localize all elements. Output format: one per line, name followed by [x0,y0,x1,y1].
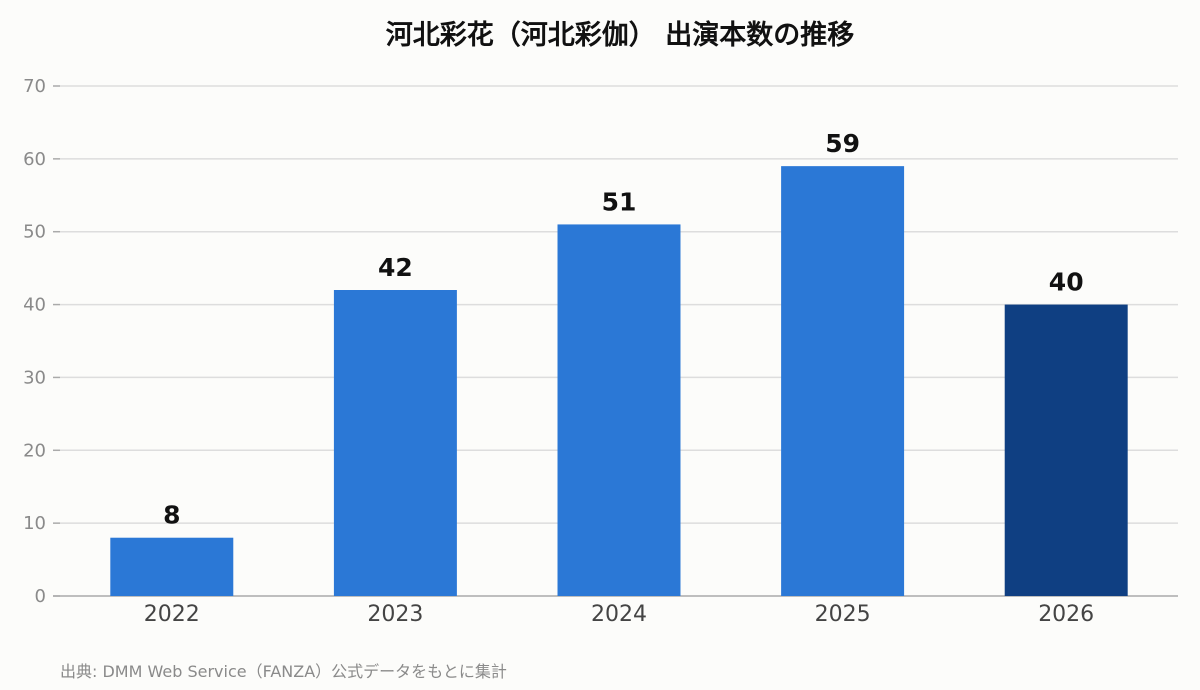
bar-2022 [110,537,234,596]
bar-2025 [781,166,905,596]
x-tick-label-2024: 2024 [591,602,647,627]
source-note: 出典: DMM Web Service（FANZA）公式データをもとに集計 [60,662,507,681]
y-tick-label: 30 [23,367,46,388]
data-labels: 8 42 51 59 40 [163,129,1084,530]
y-tick-label: 40 [23,295,46,316]
x-axis: 2022 2023 2024 2025 2026 [144,602,1094,627]
x-tick-label-2022: 2022 [144,602,200,627]
data-label-2022: 8 [163,501,180,530]
y-tick-label: 50 [23,222,46,243]
bar-2023 [333,290,457,596]
y-tick-label: 20 [23,440,46,461]
data-label-2024: 51 [602,187,637,216]
x-tick-label-2026: 2026 [1038,602,1094,627]
x-tick-label-2023: 2023 [367,602,423,627]
y-tick-label: 0 [35,586,46,607]
data-label-2025: 59 [825,129,860,158]
y-tick-label: 10 [23,513,46,534]
bars [110,166,1128,596]
bar-2026 [1004,304,1128,596]
data-label-2023: 42 [378,253,413,282]
y-tick-label: 70 [23,76,46,97]
bar-2024 [557,224,681,596]
chart-title: 河北彩花（河北彩伽） 出演本数の推移 [386,19,854,51]
x-tick-label-2025: 2025 [815,602,871,627]
data-label-2026: 40 [1049,268,1084,297]
y-tick-label: 60 [23,149,46,170]
